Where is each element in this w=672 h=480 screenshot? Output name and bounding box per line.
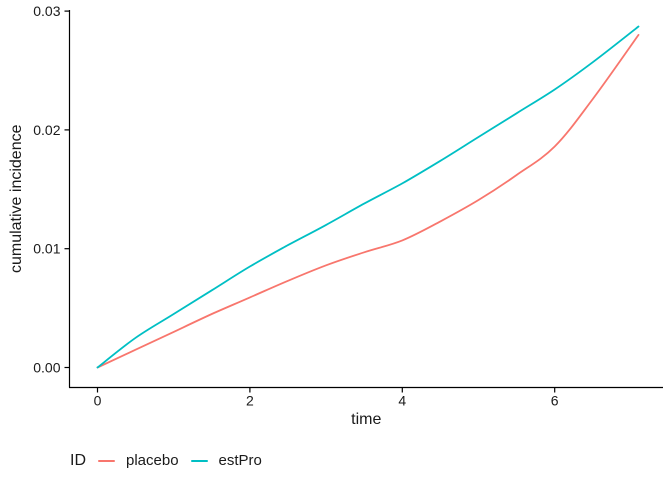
x-tick-label: 0 <box>94 393 102 409</box>
x-axis-title: time <box>351 411 381 428</box>
x-tick-label: 6 <box>551 393 559 409</box>
legend-key-line-placebo <box>98 460 115 462</box>
series-line-estPro <box>96 25 640 369</box>
legend-label-placebo: placebo <box>126 452 179 469</box>
legend-key-line-estpro <box>190 460 208 462</box>
chart-legend: ID placebo estPro <box>70 451 262 471</box>
x-tick-label: 2 <box>246 393 254 409</box>
y-tick-label: 0.03 <box>33 3 60 19</box>
y-tick-label: 0.00 <box>33 360 60 376</box>
legend-item-placebo: placebo <box>98 451 179 471</box>
y-tick-label: 0.02 <box>33 122 60 138</box>
legend-item-estpro: estPro <box>190 451 262 471</box>
y-tick-label: 0.01 <box>33 241 60 257</box>
x-tick-label: 4 <box>398 393 406 409</box>
legend-label-estpro: estPro <box>218 452 262 469</box>
series-line-placebo <box>96 34 640 369</box>
y-axis-title: cumulative incidence <box>8 124 25 273</box>
legend-title: ID <box>70 452 86 469</box>
